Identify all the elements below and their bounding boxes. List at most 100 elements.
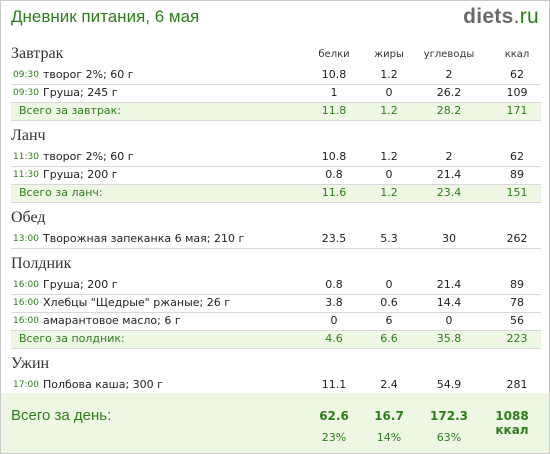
meal-total-protein: 11.6 — [321, 186, 347, 199]
food-time: 11:30 — [13, 170, 39, 180]
column-header-protein: белки — [318, 49, 350, 60]
food-protein: 10.8 — [321, 68, 347, 81]
meal-header: Полдник — [11, 255, 541, 277]
food-protein: 23.5 — [321, 232, 347, 245]
meal-header: Ланч — [11, 127, 541, 149]
food-kcal: 262 — [506, 232, 528, 245]
food-row[interactable]: 11:30 творог 2%; 60 г 10.8 1.2 2 62 — [11, 149, 541, 167]
food-carbs: 2 — [445, 68, 453, 81]
food-fat: 6 — [385, 314, 393, 327]
food-row[interactable]: 11:30 Груша; 200 г 0.8 0 21.4 89 — [11, 167, 541, 185]
food-time: 11:30 — [13, 152, 39, 162]
food-carbs: 2 — [445, 150, 453, 163]
food-name[interactable]: Груша; 245 г — [43, 86, 118, 99]
food-row[interactable]: 16:00 Груша; 200 г 0.8 0 21.4 89 — [11, 277, 541, 295]
food-time: 16:00 — [13, 316, 39, 326]
meal-total-protein: 11.8 — [321, 104, 347, 117]
food-time: 16:00 — [13, 280, 39, 290]
meal-total-fat: 1.2 — [380, 186, 398, 199]
food-fat: 0 — [385, 278, 393, 291]
site-logo[interactable]: diets.ru — [463, 5, 539, 29]
food-name[interactable]: творог 2%; 60 г — [43, 68, 134, 81]
meal-total-label: Всего за завтрак: — [19, 104, 122, 117]
meal-total-fat: 6.6 — [380, 332, 398, 345]
food-fat: 1.2 — [380, 150, 398, 163]
meal-total-carbs: 35.8 — [436, 332, 462, 345]
day-total-kcal: 1088 ккал — [495, 409, 529, 437]
food-protein: 10.8 — [321, 150, 347, 163]
meal-section: Обед 13:00 Творожная запеканка 6 мая; 210 … — [11, 209, 541, 249]
food-carbs: 21.4 — [436, 168, 462, 181]
food-row[interactable]: 16:00 Хлебцы "Щедрые" ржаные; 26 г 3.8 0.6 1… — [11, 295, 541, 313]
page-title: Дневник питания, 6 мая — [11, 7, 200, 26]
food-time: 09:30 — [13, 70, 39, 80]
meal-total-kcal: 151 — [506, 186, 528, 199]
meal-title: Обед — [11, 209, 46, 226]
meal-header: Обед — [11, 209, 541, 231]
food-kcal: 62 — [510, 68, 524, 81]
food-carbs: 21.4 — [436, 278, 462, 291]
food-protein: 3.8 — [325, 296, 343, 309]
food-kcal: 78 — [510, 296, 524, 309]
meal-total-carbs: 28.2 — [436, 104, 462, 117]
food-kcal: 89 — [510, 168, 524, 181]
meal-total-fat: 1.2 — [380, 104, 398, 117]
column-header-kcal: ккал — [504, 49, 530, 60]
food-name[interactable]: Творожная запеканка 6 мая; 210 г — [43, 232, 245, 245]
meal-total-label: Всего за ланч: — [19, 186, 103, 199]
food-protein: 11.1 — [321, 378, 347, 391]
day-carbs-pct: 63% — [436, 431, 462, 444]
meal-total-row: Всего за завтрак: 11.8 1.2 28.2 171 — [11, 103, 541, 121]
food-kcal: 281 — [506, 378, 528, 391]
food-carbs: 0 — [445, 314, 453, 327]
food-kcal: 89 — [510, 278, 524, 291]
food-protein: 0 — [330, 314, 338, 327]
food-name[interactable]: Груша; 200 г — [43, 168, 118, 181]
food-fat: 0.6 — [380, 296, 398, 309]
food-time: 16:00 — [13, 298, 39, 308]
food-time: 13:00 — [13, 234, 39, 244]
meal-total-kcal: 171 — [506, 104, 528, 117]
meal-header: Завтрак белки жиры углеводы ккал — [11, 45, 541, 67]
meal-total-kcal: 223 — [506, 332, 528, 345]
food-name[interactable]: амарантовое масло; 6 г — [43, 314, 181, 327]
day-total-carbs: 172.3 — [430, 409, 468, 423]
meal-title: Завтрак — [11, 45, 64, 62]
food-protein: 0.8 — [325, 278, 343, 291]
day-protein-pct: 23% — [321, 431, 347, 444]
food-name[interactable]: творог 2%; 60 г — [43, 150, 134, 163]
food-name[interactable]: Хлебцы "Щедрые" ржаные; 26 г — [43, 296, 230, 309]
food-fat: 1.2 — [380, 68, 398, 81]
day-total-fat: 16.7 — [374, 409, 404, 423]
food-kcal: 109 — [506, 86, 528, 99]
logo-main: diets — [463, 5, 514, 28]
meal-total-carbs: 23.4 — [436, 186, 462, 199]
column-header-carbs: углеводы — [423, 49, 475, 60]
meal-title: Ужин — [11, 355, 50, 372]
meal-title: Полдник — [11, 255, 72, 272]
food-fat: 0 — [385, 86, 393, 99]
food-row[interactable]: 09:30 Груша; 245 г 1 0 26.2 109 — [11, 85, 541, 103]
day-total: Всего за день: 62.6 16.7 172.3 1088 ккал… — [1, 393, 549, 453]
food-row[interactable]: 13:00 Творожная запеканка 6 мая; 210 г 23.… — [11, 231, 541, 249]
food-fat: 2.4 — [380, 378, 398, 391]
food-row[interactable]: 16:00 амарантовое масло; 6 г 0 6 0 56 — [11, 313, 541, 331]
column-header-fat: жиры — [374, 49, 404, 60]
meal-section: Ужин 17:00 Полбова каша; 300 г 11.1 2.4 54.9 2… — [11, 355, 541, 395]
food-row[interactable]: 09:30 творог 2%; 60 г 10.8 1.2 2 62 — [11, 67, 541, 85]
food-protein: 0.8 — [325, 168, 343, 181]
food-kcal: 62 — [510, 150, 524, 163]
food-name[interactable]: Полбова каша; 300 г — [43, 378, 163, 391]
food-carbs: 26.2 — [436, 86, 462, 99]
food-carbs: 30 — [442, 232, 456, 245]
meal-section: Завтрак белки жиры углеводы ккал 09:30 творог … — [11, 45, 541, 121]
meal-total-label: Всего за полдник: — [19, 332, 125, 345]
day-total-label: Всего за день: — [11, 407, 112, 424]
food-name[interactable]: Груша; 200 г — [43, 278, 118, 291]
meal-header: Ужин — [11, 355, 541, 377]
food-time: 17:00 — [13, 380, 39, 390]
meals-table: Завтрак белки жиры углеводы ккал 09:30 творог … — [11, 45, 541, 401]
logo-tld: .ru — [513, 5, 539, 28]
food-protein: 1 — [330, 86, 338, 99]
